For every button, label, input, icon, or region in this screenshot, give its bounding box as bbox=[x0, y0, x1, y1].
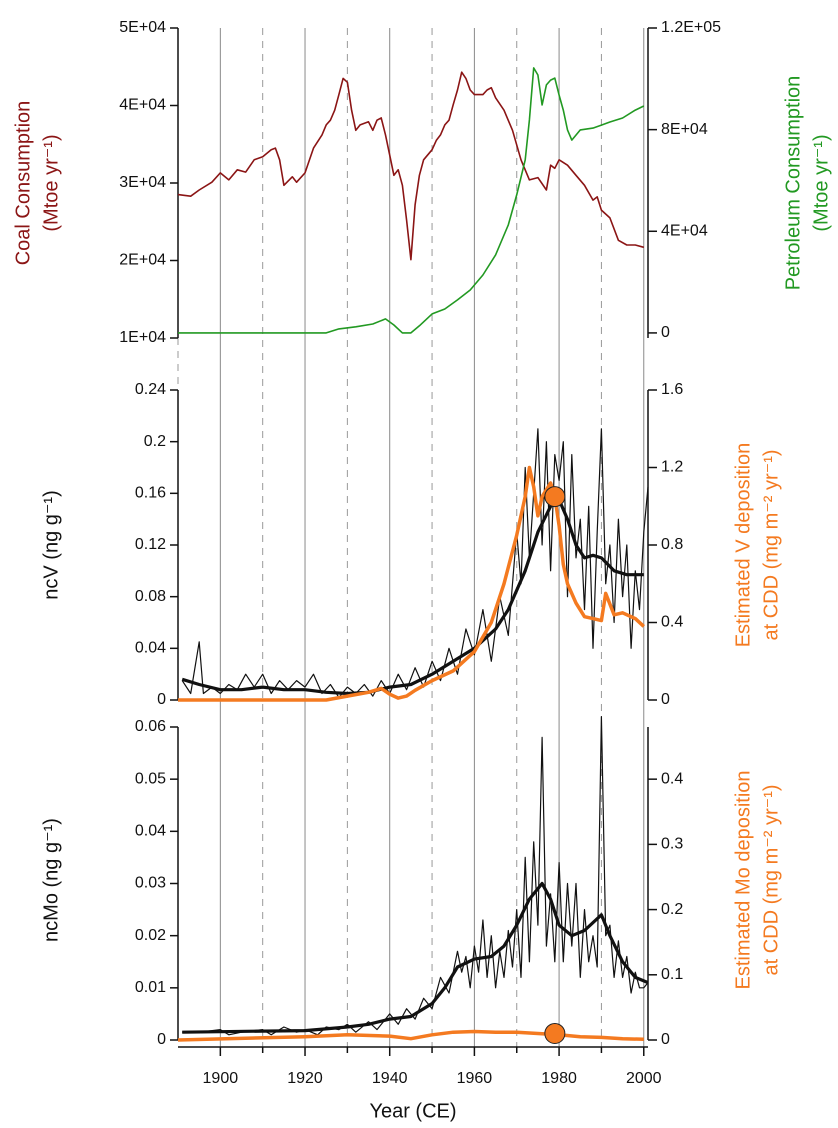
series-line bbox=[181, 428, 649, 698]
y2-tick-label: 0 bbox=[661, 691, 670, 708]
y2-tick-label: 1.2 bbox=[661, 459, 683, 476]
y2-tick-label: 8E+04 bbox=[661, 121, 708, 138]
y-tick-label: 0.04 bbox=[135, 640, 166, 657]
series-line bbox=[177, 1029, 644, 1042]
y2-axis-label: Petroleum Consumption bbox=[782, 76, 804, 291]
y2-axis-label: at CDD (mg m⁻² yr⁻¹) bbox=[760, 449, 782, 640]
x-tick-label: 1980 bbox=[541, 1070, 577, 1087]
y-tick-label: 0 bbox=[157, 691, 166, 708]
y-axis-label: Coal Consumption bbox=[12, 101, 34, 266]
y2-axis-label: at CDD (mg m⁻² yr⁻¹) bbox=[760, 784, 782, 975]
series-line bbox=[178, 67, 645, 334]
y-tick-label: 0.08 bbox=[135, 588, 166, 605]
y2-tick-label: 0 bbox=[661, 1031, 670, 1048]
y-tick-label: 0.2 bbox=[144, 433, 166, 450]
y2-tick-label: 0.3 bbox=[661, 836, 683, 853]
y2-tick-label: 1.6 bbox=[661, 381, 683, 398]
y-tick-label: 0.12 bbox=[135, 536, 166, 553]
y-tick-label: 0 bbox=[157, 1031, 166, 1048]
x-axis-label: Year (CE) bbox=[369, 1100, 456, 1122]
y-tick-label: 0.01 bbox=[135, 979, 166, 996]
series-line bbox=[182, 716, 649, 1036]
y-tick-label: 5E+04 bbox=[119, 19, 166, 36]
y2-tick-label: 0.4 bbox=[661, 770, 683, 787]
y2-tick-label: 0.1 bbox=[661, 966, 683, 983]
y2-tick-label: 1.2E+05 bbox=[661, 19, 721, 36]
y-axis-label: (Mtoe yr⁻¹) bbox=[40, 134, 62, 231]
x-tick-label: 1920 bbox=[287, 1070, 323, 1087]
y-tick-label: 0.05 bbox=[135, 770, 166, 787]
series-line bbox=[182, 881, 649, 1034]
point-marker bbox=[544, 486, 566, 508]
y2-tick-label: 0 bbox=[661, 324, 670, 341]
x-tick-label: 1940 bbox=[372, 1070, 408, 1087]
y-axis-label: ncMo (ng g⁻¹) bbox=[40, 818, 62, 942]
y2-axis-label: (Mtoe yr⁻¹) bbox=[810, 134, 832, 231]
y-tick-label: 0.02 bbox=[135, 927, 166, 944]
x-tick-label: 1960 bbox=[457, 1070, 493, 1087]
y-tick-label: 4E+04 bbox=[119, 97, 166, 114]
point-marker bbox=[544, 1022, 566, 1044]
y2-axis-label: Estimated V deposition bbox=[732, 443, 754, 648]
y2-tick-label: 0.8 bbox=[661, 536, 683, 553]
series-line bbox=[177, 71, 645, 261]
y2-tick-label: 4E+04 bbox=[661, 222, 708, 239]
x-tick-label: 2000 bbox=[626, 1070, 662, 1087]
y-tick-label: 1E+04 bbox=[119, 329, 166, 346]
y-tick-label: 0.24 bbox=[135, 381, 166, 398]
y-tick-label: 0.03 bbox=[135, 875, 166, 892]
y-tick-label: 3E+04 bbox=[119, 174, 166, 191]
y-tick-label: 0.04 bbox=[135, 823, 166, 840]
y-tick-label: 0.06 bbox=[135, 718, 166, 735]
y-axis-label: ncV (ng g⁻¹) bbox=[40, 490, 62, 599]
y-tick-label: 2E+04 bbox=[119, 252, 166, 269]
y-tick-label: 0.16 bbox=[135, 485, 166, 502]
x-tick-label: 1900 bbox=[203, 1070, 239, 1087]
y2-tick-label: 0.2 bbox=[661, 901, 683, 918]
y2-axis-label: Estimated Mo deposition bbox=[732, 770, 754, 989]
y2-tick-label: 0.4 bbox=[661, 614, 683, 631]
series-line bbox=[178, 465, 645, 702]
